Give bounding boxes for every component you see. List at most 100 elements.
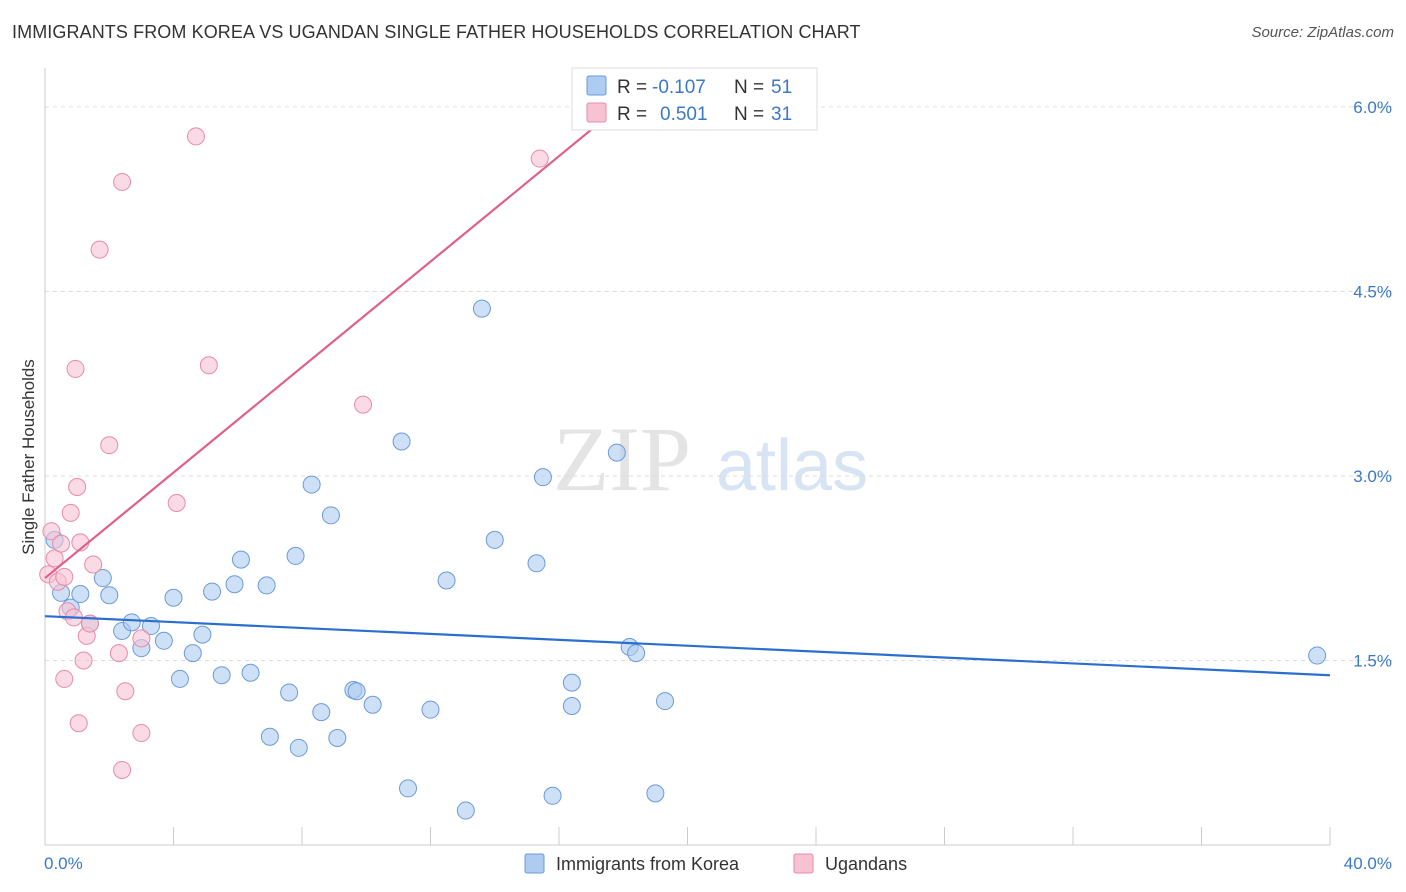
korea-point [328,728,347,747]
korea-point [241,663,260,682]
uganda-point [55,669,74,688]
korea-point [627,644,646,663]
korea-point [456,801,475,820]
korea-point [533,468,552,487]
y-tick-label: 1.5% [1353,651,1392,670]
korea-point [122,613,141,632]
y-axis-label: Single Father Households [19,359,38,555]
legend-n-label-uganda: N = [734,104,764,125]
uganda-point [186,127,205,146]
x-axis-ticks [44,827,1331,845]
series-korea-points [45,299,1327,820]
uganda-point [132,724,151,743]
x-tick-label-min: 0.0% [44,854,83,873]
uganda-point [354,395,373,414]
legend-r-value-uganda: 0.501 [660,104,708,125]
y-tick-label: 3.0% [1353,467,1392,486]
legend-r-value-korea: -0.107 [652,77,706,98]
uganda-point [66,359,85,378]
korea-point [312,703,331,722]
korea-point [100,586,119,605]
uganda-point [530,149,549,168]
uganda-point [52,534,71,553]
y-tick-label: 4.5% [1353,282,1392,301]
korea-point [646,784,665,803]
korea-point [562,673,581,692]
korea-point [280,683,299,702]
korea-point [260,727,279,746]
legend-n-label-korea: N = [734,77,764,98]
legend-r-label-korea: R = [617,77,647,98]
korea-point [485,530,504,549]
uganda-point [74,651,93,670]
korea-point [527,554,546,573]
korea-point [225,575,244,594]
korea-point [193,625,212,644]
uganda-point [113,760,132,779]
korea-point [399,779,418,798]
korea-point [183,644,202,663]
korea-point [93,569,112,588]
korea-point [472,299,491,318]
bottom-legend-label-uganda: Ugandans [825,854,907,874]
trend-line-uganda [44,118,605,579]
watermark: ZIP atlas [553,408,868,510]
legend-r-label-uganda: R = [617,104,647,125]
uganda-point [84,555,103,574]
korea-point [437,571,456,590]
x-tick-label-max: 40.0% [1344,854,1392,873]
legend-n-value-uganda: 31 [771,104,792,125]
korea-point [203,582,222,601]
korea-point [164,588,183,607]
korea-point [607,443,626,462]
uganda-point [42,522,61,541]
legend-n-value-korea: 51 [771,77,792,98]
legend-box: R = -0.107 N = 51 R = 0.501 N = 31 [571,67,818,131]
korea-point [170,669,189,688]
korea-point [289,738,308,757]
bottom-legend: Immigrants from Korea Ugandans [524,853,907,874]
bottom-legend-label-korea: Immigrants from Korea [556,854,740,874]
uganda-point [69,714,88,733]
korea-point [154,631,173,650]
uganda-point [116,682,135,701]
korea-point [231,550,250,569]
korea-point [1308,646,1327,665]
trend-line-korea [44,615,1331,677]
watermark-atlas: atlas [716,426,868,506]
bottom-legend-swatch-korea [524,853,545,874]
korea-point [71,585,90,604]
korea-point [656,692,675,711]
y-tick-labels: 1.5% 3.0% 4.5% 6.0% [1353,98,1392,671]
uganda-point [132,629,151,648]
korea-point [257,576,276,595]
korea-point [212,666,231,685]
korea-point [347,682,366,701]
korea-point [286,546,305,565]
uganda-point [90,240,109,259]
uganda-point [167,494,186,513]
korea-point [543,786,562,805]
uganda-point [61,503,80,522]
chart-title: IMMIGRANTS FROM KOREA VS UGANDAN SINGLE … [12,22,861,42]
korea-point [421,700,440,719]
uganda-point [55,567,74,586]
y-tick-label: 6.0% [1353,98,1392,117]
korea-point [302,475,321,494]
legend-swatch-korea [586,75,607,96]
uganda-point [199,356,218,375]
korea-point [562,696,581,715]
korea-point [392,432,411,451]
series-uganda-points [39,127,549,779]
gridlines [45,106,1392,661]
bottom-legend-swatch-uganda [793,853,814,874]
legend-swatch-uganda [586,102,607,123]
chart-source: Source: ZipAtlas.com [1251,24,1394,41]
korea-point [321,506,340,525]
korea-point [363,695,382,714]
uganda-point [113,172,132,191]
uganda-point [109,644,128,663]
uganda-point [100,436,119,455]
uganda-point [68,478,87,497]
